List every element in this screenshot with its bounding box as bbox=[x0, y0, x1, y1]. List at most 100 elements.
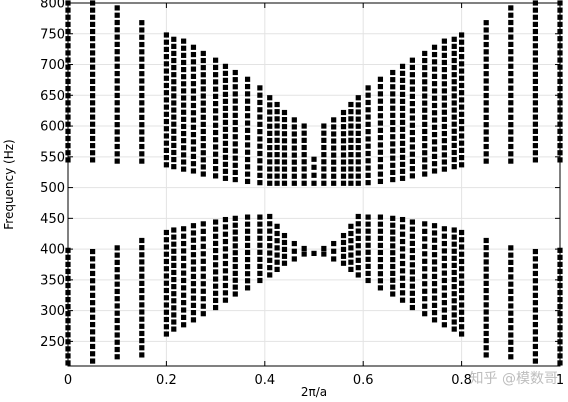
data-point bbox=[441, 248, 447, 254]
data-point bbox=[139, 107, 145, 113]
data-point bbox=[399, 63, 406, 69]
data-point bbox=[508, 92, 514, 99]
data-point bbox=[451, 121, 457, 127]
data-point bbox=[139, 100, 145, 106]
data-point bbox=[409, 233, 415, 239]
data-point bbox=[181, 152, 187, 158]
data-point bbox=[340, 131, 347, 137]
data-point bbox=[213, 151, 219, 157]
data-point bbox=[459, 75, 465, 81]
data-point bbox=[321, 130, 327, 136]
data-point bbox=[431, 139, 438, 145]
data-point bbox=[399, 91, 406, 97]
data-point bbox=[200, 93, 206, 99]
data-point bbox=[163, 61, 169, 67]
data-point bbox=[257, 165, 263, 171]
data-point bbox=[377, 171, 384, 177]
data-point bbox=[257, 270, 263, 277]
data-point bbox=[508, 354, 514, 360]
data-point bbox=[114, 56, 120, 62]
data-point bbox=[355, 228, 361, 234]
data-point bbox=[244, 164, 251, 170]
data-point bbox=[431, 281, 438, 287]
data-point bbox=[331, 131, 337, 137]
data-point bbox=[348, 245, 354, 251]
data-point bbox=[190, 295, 197, 301]
data-point bbox=[257, 158, 263, 164]
data-point bbox=[483, 129, 489, 135]
data-point bbox=[399, 175, 406, 181]
data-point bbox=[244, 278, 251, 284]
data-point bbox=[422, 86, 428, 92]
data-point bbox=[441, 74, 447, 80]
data-point bbox=[163, 140, 169, 146]
data-point bbox=[377, 228, 384, 234]
data-point bbox=[171, 135, 177, 141]
data-point bbox=[399, 70, 406, 76]
data-point bbox=[431, 244, 438, 251]
data-point bbox=[213, 64, 219, 71]
data-point bbox=[508, 85, 514, 91]
data-point bbox=[163, 154, 169, 161]
data-point bbox=[355, 265, 361, 271]
data-point bbox=[532, 307, 538, 313]
data-point bbox=[399, 105, 406, 111]
data-point bbox=[390, 134, 396, 140]
data-point bbox=[355, 130, 361, 136]
data-point bbox=[441, 322, 447, 328]
data-point bbox=[459, 111, 465, 117]
data-point bbox=[171, 227, 177, 233]
data-point bbox=[244, 149, 251, 155]
data-point bbox=[213, 166, 219, 172]
data-point bbox=[451, 312, 457, 318]
data-point bbox=[90, 285, 96, 291]
data-point bbox=[257, 277, 263, 284]
data-point bbox=[441, 292, 447, 298]
y-tick-label: 400 bbox=[40, 243, 65, 258]
data-point bbox=[139, 49, 145, 55]
data-point bbox=[483, 237, 489, 244]
data-point bbox=[459, 251, 465, 257]
data-point bbox=[213, 276, 219, 282]
data-point bbox=[390, 236, 396, 242]
data-point bbox=[348, 137, 354, 143]
data-point bbox=[483, 252, 489, 258]
data-point bbox=[532, 107, 538, 113]
data-point bbox=[291, 256, 297, 262]
data-point bbox=[409, 219, 415, 225]
y-axis-title: Frequency (Hz) bbox=[2, 139, 16, 230]
data-point bbox=[200, 107, 206, 113]
data-point bbox=[190, 59, 197, 65]
data-point bbox=[377, 113, 384, 119]
data-point bbox=[390, 119, 396, 126]
data-point bbox=[163, 104, 169, 110]
data-point bbox=[365, 172, 371, 178]
data-point bbox=[181, 88, 187, 94]
data-point bbox=[348, 116, 354, 122]
data-point bbox=[390, 263, 396, 270]
data-point bbox=[459, 82, 465, 89]
data-point bbox=[348, 230, 354, 237]
data-point bbox=[244, 249, 251, 256]
data-point bbox=[331, 256, 337, 262]
data-point bbox=[163, 258, 169, 265]
data-point bbox=[190, 273, 197, 280]
data-point bbox=[331, 248, 337, 254]
data-point bbox=[90, 114, 96, 120]
data-point bbox=[90, 307, 96, 313]
data-point bbox=[409, 137, 415, 143]
data-point bbox=[508, 296, 514, 302]
data-point bbox=[281, 109, 288, 116]
data-point bbox=[451, 65, 457, 71]
data-point bbox=[390, 155, 396, 161]
data-point bbox=[451, 227, 457, 233]
data-point bbox=[422, 114, 428, 120]
data-point bbox=[200, 100, 206, 106]
data-point bbox=[190, 110, 197, 116]
data-point bbox=[171, 142, 177, 149]
data-point bbox=[257, 221, 263, 227]
data-point bbox=[190, 51, 197, 58]
data-point bbox=[532, 256, 538, 262]
data-point bbox=[441, 81, 447, 87]
data-point bbox=[399, 168, 406, 174]
